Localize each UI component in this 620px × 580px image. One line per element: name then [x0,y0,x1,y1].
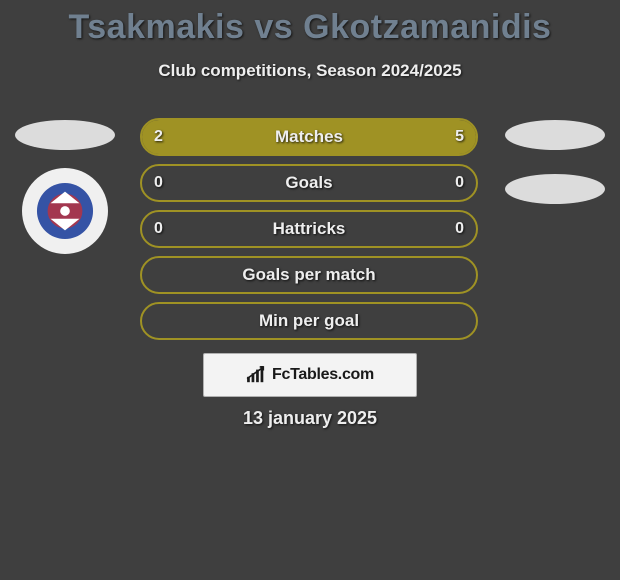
date-text: 13 january 2025 [0,408,620,429]
stat-label: Goals per match [142,258,476,292]
stat-bar: Min per goal [140,302,478,340]
club-crest-icon [36,182,94,240]
stat-bar: 0 0Goals [140,164,478,202]
stat-fill-right [238,120,476,154]
stat-value-left: 0 [154,166,163,200]
right-player-badges [500,120,610,204]
stat-bar: 0 0Hattricks [140,210,478,248]
right-player-oval-1 [505,120,605,150]
stat-value-right: 5 [455,120,464,154]
left-player-badges [10,120,120,254]
stat-value-left: 0 [154,212,163,246]
stat-label: Hattricks [142,212,476,246]
brand-text: FcTables.com [272,366,374,384]
left-player-club-badge [22,168,108,254]
stat-bar: 25Matches [140,118,478,156]
page-subtitle: Club competitions, Season 2024/2025 [0,61,620,81]
page-title: Tsakmakis vs Gkotzamanidis [0,0,620,47]
stats-bars: 25Matches00Goals00HattricksGoals per mat… [140,118,478,348]
stat-bar: Goals per match [140,256,478,294]
stat-value-right: 0 [455,166,464,200]
stat-value-right: 0 [455,212,464,246]
right-player-oval-2 [505,174,605,204]
stat-label: Goals [142,166,476,200]
brand-box: FcTables.com [203,353,417,397]
bar-chart-icon [246,366,268,384]
stat-label: Min per goal [142,304,476,338]
left-player-oval [15,120,115,150]
stat-value-left: 2 [154,120,163,154]
